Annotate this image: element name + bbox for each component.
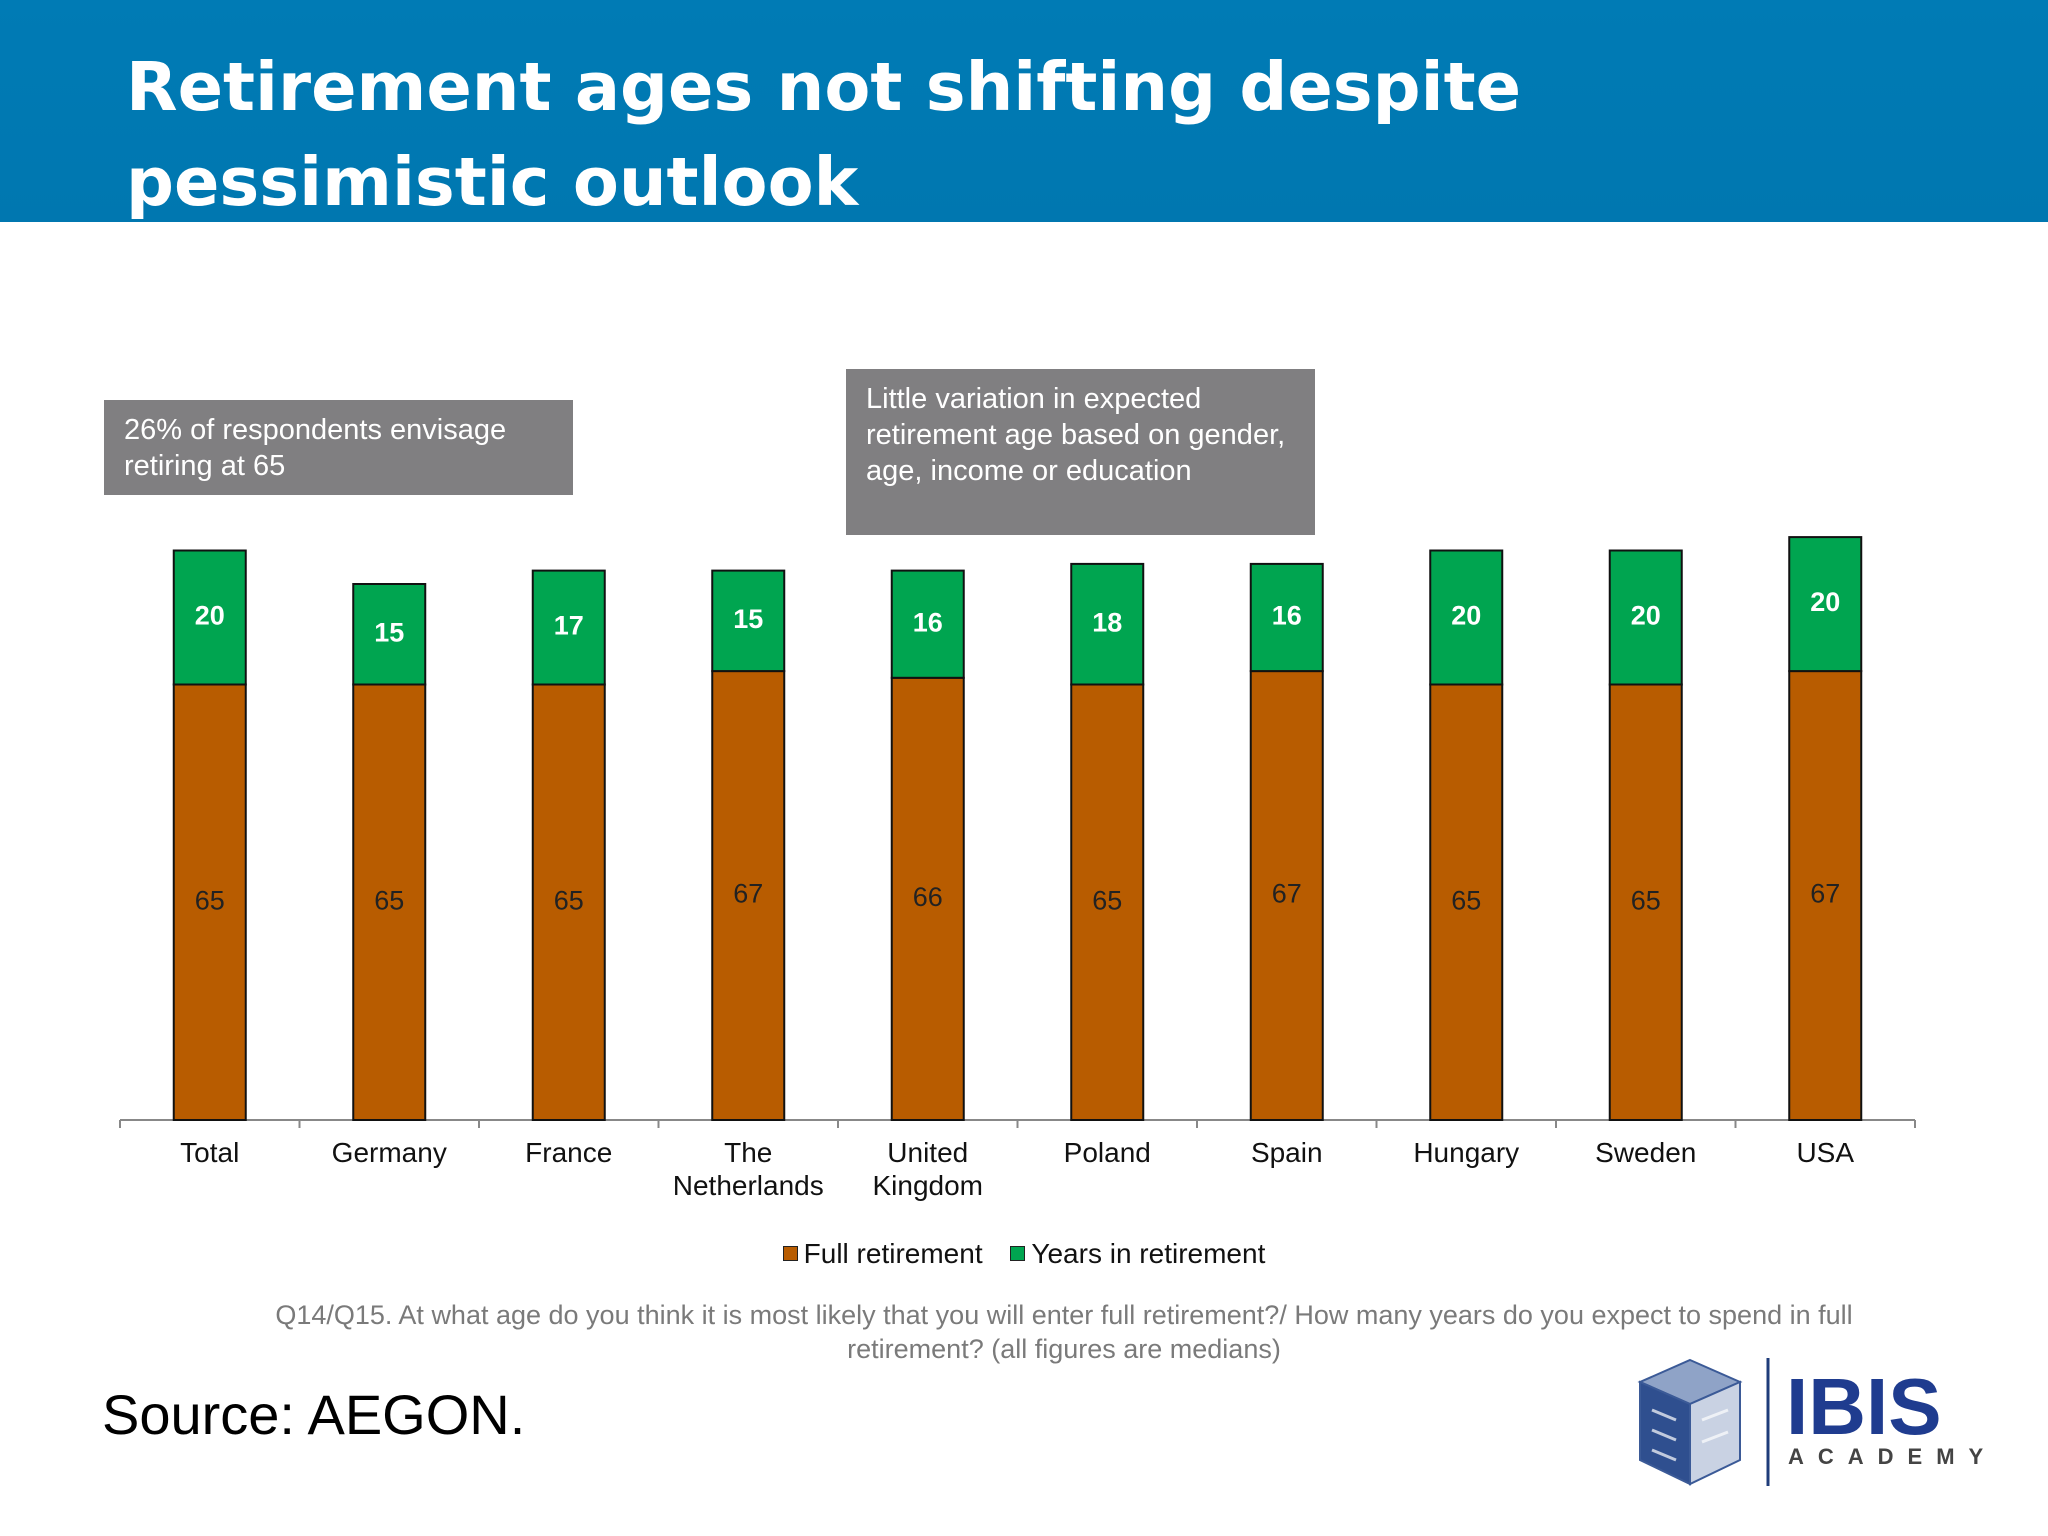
bar-full-retirement — [531, 683, 606, 1121]
legend-item-years-in-retirement: Years in retirement — [1010, 1238, 1265, 1270]
survey-question: Q14/Q15. At what age do you think it is … — [275, 1300, 1853, 1364]
data-label-years-in-retirement: 20 — [1810, 587, 1840, 617]
data-label-full-retirement: 65 — [195, 885, 225, 915]
logo-tagline: ACADEMY — [1788, 1444, 1997, 1469]
data-label-years-in-retirement: 16 — [913, 607, 943, 637]
stacked-bar-chart: 65 20 Total 65 15 Germany 65 17 France 67 15 The Net… — [119, 536, 1916, 1201]
data-label-years-in-retirement: 17 — [554, 611, 584, 641]
bar-years-in-retirement — [172, 549, 247, 686]
title-bar: Retirement ages not shifting despite pes… — [0, 0, 2048, 222]
x-tick-label: The Netherlands — [673, 1137, 824, 1201]
callout-center: Little variation in expected retirement … — [846, 369, 1315, 535]
bar-years-in-retirement — [711, 569, 786, 673]
legend-label-full-retirement: Full retirement — [803, 1237, 983, 1269]
ibis-academy-logo: IBIS ACADEMY — [1637, 1358, 1997, 1486]
page-title: Retirement ages not shifting despite pes… — [126, 48, 1522, 221]
data-label-full-retirement: 65 — [1451, 885, 1481, 915]
x-tick-label: USA — [1796, 1137, 1854, 1168]
x-tick-label-line: Hungary — [1413, 1137, 1519, 1168]
bar-full-retirement — [1429, 683, 1504, 1121]
bar-years-in-retirement — [352, 583, 427, 686]
legend-swatch-years-in-retirement — [1010, 1246, 1026, 1261]
x-tick-label-line: United — [887, 1137, 968, 1168]
x-tick-label: Poland — [1064, 1137, 1151, 1168]
data-label-full-retirement: 67 — [733, 879, 763, 909]
data-label-full-retirement: 65 — [1631, 885, 1661, 915]
x-tick-label-line: The — [724, 1137, 772, 1168]
data-label-years-in-retirement: 20 — [195, 601, 225, 631]
x-tick-label-line: Spain — [1251, 1137, 1323, 1168]
x-tick-label: Total — [180, 1137, 239, 1168]
x-tick-label: Germany — [332, 1137, 447, 1168]
bar-years-in-retirement — [1788, 536, 1863, 673]
legend-item-full-retirement: Full retirement — [782, 1237, 983, 1270]
data-label-years-in-retirement: 15 — [733, 604, 763, 634]
bar-years-in-retirement — [1249, 562, 1324, 673]
x-tick-label-line: Netherlands — [673, 1170, 824, 1201]
bar-years-in-retirement — [531, 569, 606, 686]
x-tick-label: Spain — [1251, 1137, 1323, 1168]
source-note: Source: AEGON. — [102, 1383, 526, 1446]
data-label-full-retirement: 65 — [374, 885, 404, 915]
x-tick-label-line: Total — [180, 1137, 239, 1168]
data-label-full-retirement: 67 — [1272, 879, 1302, 909]
x-tick-label-line: Sweden — [1595, 1137, 1696, 1168]
bar-full-retirement — [1070, 683, 1145, 1121]
bar-full-retirement — [352, 683, 427, 1121]
legend-label-years-in-retirement: Years in retirement — [1031, 1237, 1266, 1269]
bar-full-retirement — [1788, 670, 1863, 1121]
x-tick-label: Sweden — [1595, 1137, 1696, 1168]
logo-wordmark: IBIS — [1786, 1362, 1942, 1451]
data-label-years-in-retirement: 18 — [1092, 607, 1122, 637]
data-label-years-in-retirement: 20 — [1631, 601, 1661, 631]
data-label-full-retirement: 67 — [1810, 879, 1840, 909]
bar-full-retirement — [890, 676, 965, 1121]
data-label-years-in-retirement: 16 — [1272, 601, 1302, 631]
data-label-years-in-retirement: 15 — [374, 617, 404, 647]
legend-swatch-full-retirement — [782, 1246, 798, 1261]
x-tick-label: Hungary — [1413, 1137, 1519, 1168]
x-tick-label-line: Kingdom — [872, 1170, 983, 1201]
bar-years-in-retirement — [890, 569, 965, 679]
bar-years-in-retirement — [1608, 549, 1683, 686]
bar-full-retirement — [1249, 670, 1324, 1121]
data-label-full-retirement: 65 — [554, 885, 584, 915]
bar-full-retirement — [1608, 683, 1683, 1121]
x-tick-label: France — [525, 1137, 612, 1168]
chart-legend: Full retirement Years in retirement — [0, 1236, 2048, 1270]
bar-years-in-retirement — [1070, 562, 1145, 686]
x-tick-label-line: USA — [1796, 1137, 1854, 1168]
x-tick-label-line: Poland — [1064, 1137, 1151, 1168]
x-tick-label: United Kingdom — [872, 1137, 983, 1201]
bar-years-in-retirement — [1429, 549, 1504, 686]
callout-left: 26% of respondents envisage retiring at … — [104, 400, 573, 495]
data-label-full-retirement: 65 — [1092, 885, 1122, 915]
cube-logo-icon — [1637, 1358, 1743, 1486]
bar-full-retirement — [711, 670, 786, 1121]
data-label-full-retirement: 66 — [913, 882, 943, 912]
x-tick-label-line: France — [525, 1137, 612, 1168]
data-label-years-in-retirement: 20 — [1451, 601, 1481, 631]
x-tick-label-line: Germany — [332, 1137, 447, 1168]
